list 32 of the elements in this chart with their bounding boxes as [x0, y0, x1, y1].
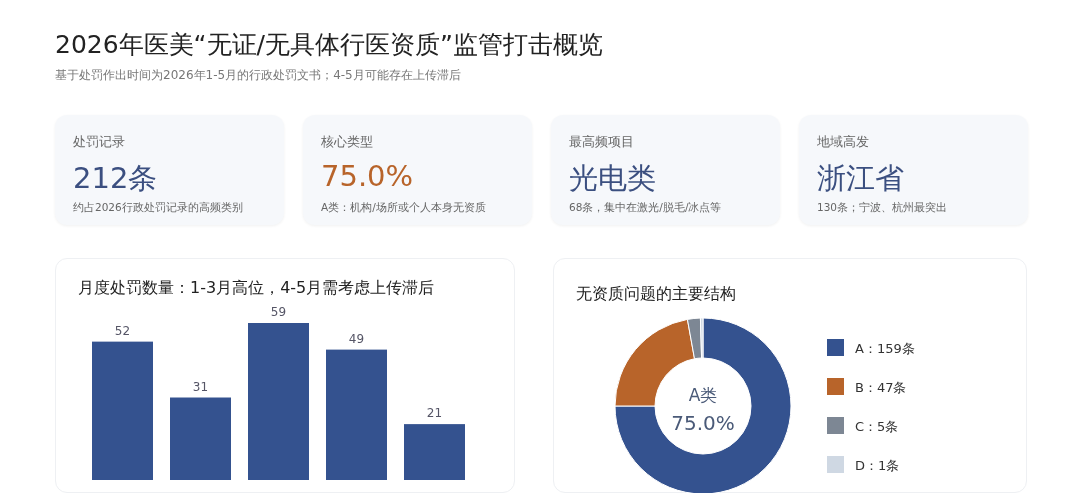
- text: 处罚记录: [73, 133, 125, 151]
- data-label: 52: [114, 323, 131, 338]
- text: 75.0%: [321, 159, 414, 193]
- bar: [404, 424, 465, 480]
- text: 212条: [73, 160, 158, 197]
- text: A类: [688, 385, 718, 405]
- text: 68条，集中在激光/脱毛/冰点等: [569, 201, 722, 215]
- text: 浙江省: [817, 160, 904, 197]
- text: 基于处罚作出时间为2026年1-5月的行政处罚文书；4-5月可能存在上传滞后: [55, 67, 462, 84]
- text: 75.0%: [671, 411, 735, 435]
- text: 约占2026行政处罚记录的高频类别: [73, 201, 243, 215]
- data-label: 49: [348, 331, 365, 346]
- bar: [326, 349, 387, 480]
- data-label: 21: [426, 406, 443, 421]
- text: 地域高发: [817, 133, 869, 151]
- bar: [248, 323, 309, 480]
- text: 最高频项目: [569, 133, 634, 151]
- text: 2026年医美“无证/无具体行医资质”监管打击概览: [55, 29, 604, 61]
- legend-label: A：159条: [855, 341, 915, 356]
- data-label: 31: [192, 379, 209, 394]
- text: 130条；宁波、杭州最突出: [817, 201, 948, 215]
- legend-label: D：1条: [855, 458, 900, 473]
- data-label: 59: [270, 305, 287, 319]
- bar: [170, 397, 231, 480]
- text: 光电类: [569, 160, 656, 197]
- chart-title: 无资质问题的主要结构: [576, 284, 736, 303]
- chart-title: 月度处罚数量：1-3月高位，4-5月需考虑上传滞后: [78, 278, 435, 297]
- legend-label: B：47条: [855, 380, 907, 395]
- text: A类：机构/场所或个人本身无资质: [321, 201, 486, 215]
- bar: [92, 341, 153, 480]
- legend-label: C：5条: [855, 419, 899, 434]
- text: 核心类型: [321, 133, 373, 151]
